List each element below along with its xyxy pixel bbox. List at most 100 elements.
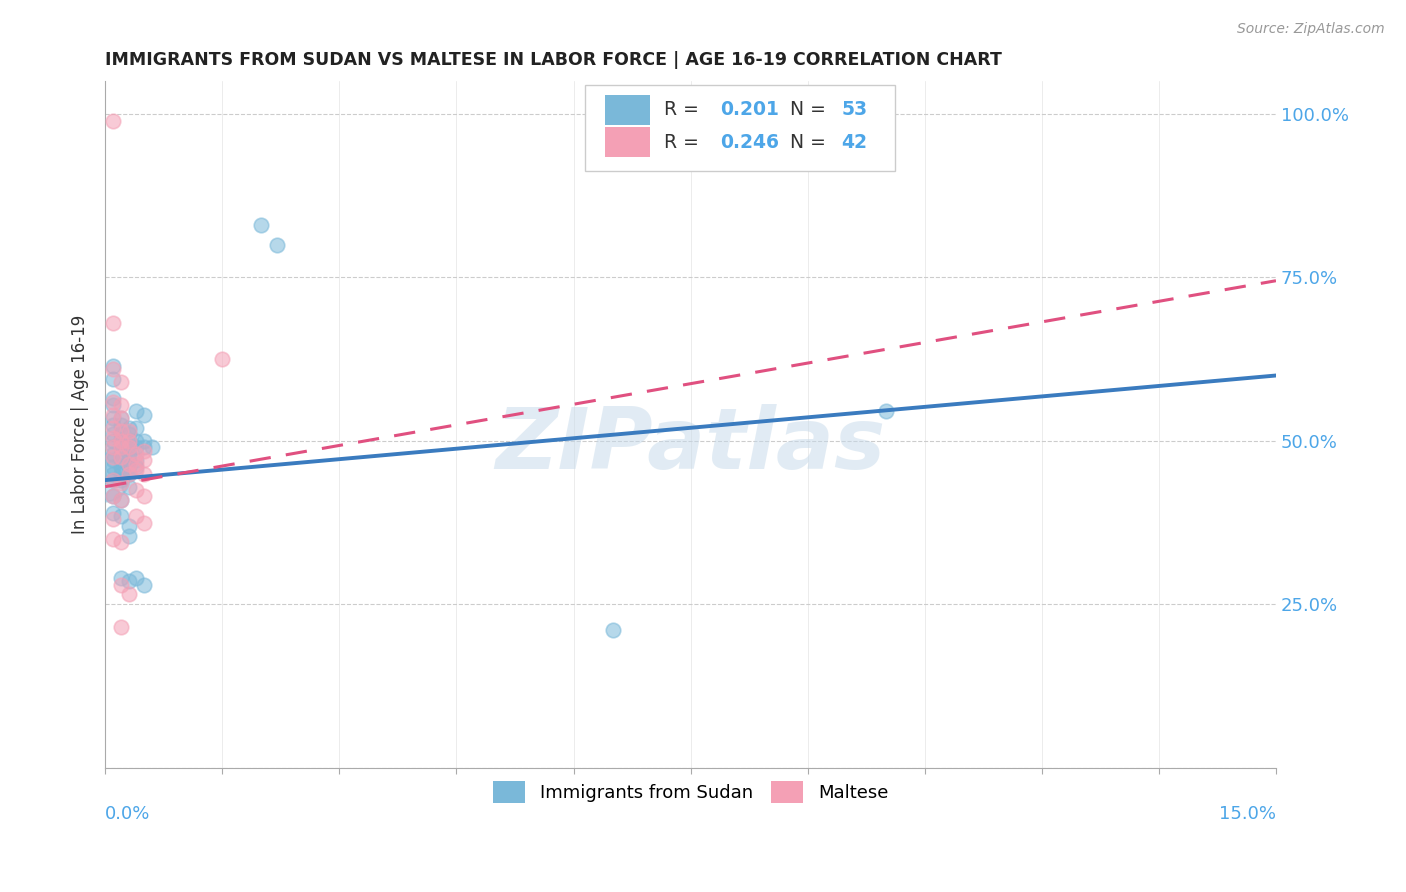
Point: [117, 480, 139, 494]
Point: [101, 460, 124, 475]
Point: [94, 470, 117, 484]
Point: [211, 352, 233, 367]
Text: IMMIGRANTS FROM SUDAN VS MALTESE IN LABOR FORCE | AGE 16-19 CORRELATION CHART: IMMIGRANTS FROM SUDAN VS MALTESE IN LABO…: [105, 51, 1002, 69]
Point: [101, 372, 124, 386]
Point: [875, 404, 897, 418]
Point: [110, 473, 132, 487]
Text: N =: N =: [790, 133, 832, 152]
Point: [250, 218, 273, 232]
Point: [101, 417, 124, 432]
Point: [101, 411, 124, 425]
Point: [101, 434, 124, 448]
Point: [125, 453, 148, 467]
Point: [101, 431, 124, 445]
Point: [134, 490, 156, 504]
Point: [117, 427, 139, 442]
Point: [101, 392, 124, 406]
Point: [117, 434, 139, 448]
Point: [117, 529, 139, 543]
Point: [117, 434, 139, 448]
Point: [101, 453, 124, 467]
Point: [101, 490, 124, 504]
Text: 15.0%: 15.0%: [1219, 805, 1277, 823]
Point: [134, 434, 156, 448]
Point: [110, 411, 132, 425]
Point: [110, 620, 132, 634]
Point: [110, 492, 132, 507]
Y-axis label: In Labor Force | Age 16-19: In Labor Force | Age 16-19: [72, 315, 89, 534]
Point: [101, 441, 124, 455]
Point: [125, 460, 148, 475]
Point: [101, 506, 124, 520]
Point: [134, 577, 156, 591]
Point: [117, 574, 139, 589]
Point: [117, 441, 139, 455]
Point: [101, 421, 124, 435]
Legend: Immigrants from Sudan, Maltese: Immigrants from Sudan, Maltese: [485, 773, 896, 810]
Point: [125, 483, 148, 497]
Point: [110, 375, 132, 389]
Point: [110, 509, 132, 524]
Point: [134, 408, 156, 422]
Point: [134, 467, 156, 481]
Point: [110, 441, 132, 455]
Point: [602, 624, 624, 638]
Point: [125, 434, 148, 448]
Point: [110, 424, 132, 438]
Point: [101, 316, 124, 330]
Point: [110, 434, 132, 448]
Point: [141, 441, 163, 455]
Point: [110, 427, 132, 442]
Text: ZIPatlas: ZIPatlas: [495, 403, 886, 487]
Point: [101, 408, 124, 422]
Point: [110, 476, 132, 491]
FancyBboxPatch shape: [605, 128, 650, 157]
Point: [110, 492, 132, 507]
Point: [101, 473, 124, 487]
Point: [125, 457, 148, 471]
Point: [117, 460, 139, 475]
Point: [110, 417, 132, 432]
Text: 0.246: 0.246: [720, 133, 779, 152]
Point: [117, 424, 139, 438]
Point: [101, 467, 124, 481]
Point: [117, 453, 139, 467]
Point: [101, 490, 124, 504]
Text: 0.201: 0.201: [720, 100, 779, 120]
Point: [117, 467, 139, 481]
Point: [101, 450, 124, 465]
Point: [117, 467, 139, 481]
Point: [101, 532, 124, 546]
Point: [101, 473, 124, 487]
Point: [117, 441, 139, 455]
Point: [101, 447, 124, 461]
Point: [110, 571, 132, 585]
Point: [134, 516, 156, 530]
Text: R =: R =: [664, 133, 704, 152]
Text: R =: R =: [664, 100, 704, 120]
Point: [101, 359, 124, 373]
Point: [101, 362, 124, 376]
Point: [101, 113, 124, 128]
Point: [134, 453, 156, 467]
Point: [125, 571, 148, 585]
Point: [110, 434, 132, 448]
Point: [110, 460, 132, 475]
Point: [134, 443, 156, 458]
Point: [266, 237, 288, 252]
Point: [101, 394, 124, 409]
Point: [134, 441, 156, 455]
Point: [110, 411, 132, 425]
Point: [117, 421, 139, 435]
Point: [125, 404, 148, 418]
Point: [117, 447, 139, 461]
Text: 42: 42: [842, 133, 868, 152]
Text: 53: 53: [842, 100, 868, 120]
Text: N =: N =: [790, 100, 832, 120]
Text: 0.0%: 0.0%: [105, 805, 150, 823]
Point: [101, 427, 124, 442]
FancyBboxPatch shape: [605, 95, 650, 125]
Point: [110, 441, 132, 455]
Point: [101, 512, 124, 526]
Point: [110, 450, 132, 465]
